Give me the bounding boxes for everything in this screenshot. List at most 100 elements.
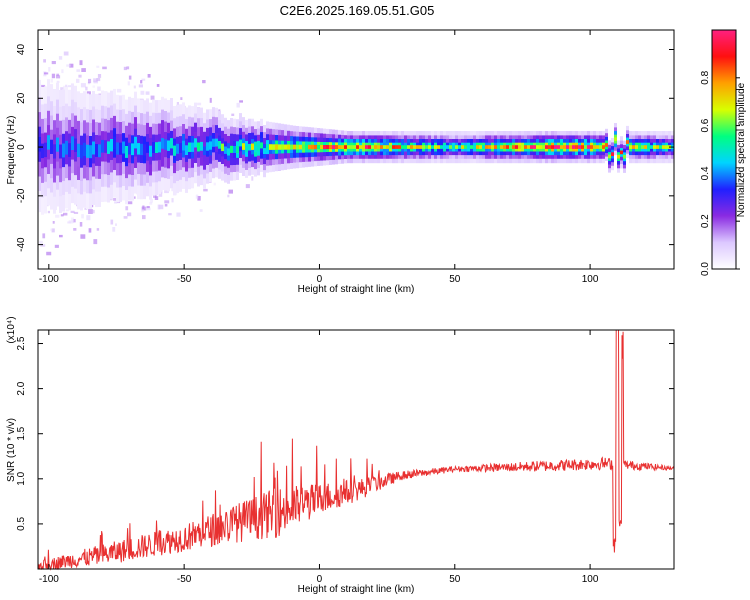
spectrogram-ridge-cell <box>62 143 65 158</box>
snr-x-tick-label: 0 <box>317 574 323 585</box>
spectrogram-ridge-cell <box>620 150 623 155</box>
spectrogram-cell <box>213 182 216 186</box>
spectrogram-ridge-cell <box>536 145 539 149</box>
spectrogram-ridge-cell <box>41 143 44 159</box>
spectrogram-cell <box>50 78 53 83</box>
spectrogram-cell <box>39 240 43 245</box>
spectrogram-ridge-cell <box>128 142 131 155</box>
spectrogram-ridge-cell <box>95 144 98 157</box>
spectrogram-cell <box>141 209 145 213</box>
spectrogram-ridge-cell <box>224 146 227 154</box>
spectrogram-ridge-cell <box>515 145 518 149</box>
spectrogram-cell <box>227 194 230 198</box>
spectrogram-ridge-cell <box>263 148 266 154</box>
spectrogram-ridge-cell <box>464 145 467 149</box>
spectrogram-ridge-cell <box>542 145 545 149</box>
spectrogram-cell <box>168 213 172 216</box>
spectrogram-cell <box>60 87 64 91</box>
spectrogram-ridge-cell <box>569 145 572 149</box>
spectrogram-ridge-cell <box>467 145 470 149</box>
spectrogram-ridge-cell <box>110 139 113 152</box>
spectrogram-cell <box>203 188 208 192</box>
spectrogram-cell <box>40 244 46 247</box>
spectrogram-ridge-cell <box>641 145 644 149</box>
spectrogram-ridge-cell <box>416 145 419 149</box>
spectrogram-ridge-cell <box>170 138 173 149</box>
spectrogram-ridge-cell <box>506 145 509 149</box>
spectrogram-cell <box>71 217 74 223</box>
spectrogram-ridge-cell <box>194 138 197 148</box>
spectrogram-ridge-cell <box>521 145 524 149</box>
spectrogram-cell <box>56 80 60 83</box>
spectrogram-ridge-cell <box>350 145 353 149</box>
spectrogram-ridge-cell <box>563 145 566 149</box>
spectrogram-ridge-cell <box>647 145 650 149</box>
spectrogram-cell <box>126 66 130 70</box>
spectrogram-cell <box>72 219 76 223</box>
spectrogram-cell <box>158 204 164 210</box>
snr-x-label: Height of straight line (km) <box>298 584 415 595</box>
spectrogram-ridge-cell <box>269 144 272 150</box>
spectrogram-ridge-cell <box>125 146 128 158</box>
spectrogram-cell <box>115 223 117 226</box>
spectrogram-ridge-cell <box>104 140 107 153</box>
spectrogram-cell <box>156 84 160 87</box>
spectrogram-ridge-cell <box>455 145 458 149</box>
spectrogram-ridge-cell <box>218 141 221 149</box>
spectrogram-x-tick-label: -100 <box>39 274 59 285</box>
spectrogram-cell <box>58 56 63 60</box>
spectrogram-cell <box>149 202 153 205</box>
spectrogram-y-ticks: -40 -20 0 20 40 <box>16 44 674 252</box>
spectrogram-cell <box>145 91 150 95</box>
spectrogram-cell <box>236 102 240 108</box>
spectrogram-cell <box>197 102 202 106</box>
snr-y-tick-label: 1.5 <box>16 426 27 440</box>
spectrogram-ridge-cell <box>557 145 560 149</box>
spectrogram-cell <box>40 84 45 88</box>
spectrogram-ridge-cell <box>527 145 530 149</box>
spectrogram-ridge-cell <box>494 145 497 149</box>
spectrogram-cell <box>245 184 250 189</box>
spectrogram-ridge-cell <box>482 145 485 149</box>
snr-series-line <box>37 329 675 571</box>
spectrogram-cell <box>48 67 51 72</box>
spectrogram-cell <box>63 212 68 216</box>
spectrogram-ridge-cell <box>638 145 641 149</box>
snr-y-ticks: 0.5 1.0 1.5 2.0 2.5 <box>16 336 674 531</box>
spectrogram-ridge-cell <box>281 144 284 150</box>
spectrogram-x-tick-label: 100 <box>582 274 599 285</box>
spectrogram-ridge-cell <box>254 145 257 153</box>
spectrogram-cell <box>86 215 91 221</box>
spectrogram-ridge-cell <box>545 145 548 149</box>
spectrogram-ridge-cell <box>173 145 176 156</box>
spectrogram-cell <box>56 75 61 79</box>
snr-y-multiplier: (x10⁴) <box>6 316 17 343</box>
spectrogram-ridge-cell <box>191 142 194 152</box>
spectrogram-ridge-cell <box>665 145 668 149</box>
snr-y-label: SNR (10 * v/v) <box>6 418 17 482</box>
spectrogram-cell <box>92 85 95 88</box>
spectrogram-ridge-cell <box>212 138 215 147</box>
spectrogram-cell <box>63 51 69 56</box>
spectrogram-ridge-cell <box>560 145 563 149</box>
spectrogram-cell <box>97 74 102 78</box>
spectrogram-cell <box>93 239 98 245</box>
spectrogram-ridge-cell <box>50 139 53 154</box>
spectrogram-ridge-cell <box>227 148 230 156</box>
spectrogram-panel: -40 -20 0 20 40 -100 -50 0 50 100 Height of stra… <box>6 29 675 295</box>
spectrogram-ridge-cell <box>143 144 146 156</box>
spectrogram-x-ticks: -100 -50 0 50 100 <box>39 30 599 285</box>
spectrogram-ridge-cell <box>554 145 557 149</box>
spectrogram-ridge-cell <box>116 142 119 155</box>
spectrogram-cell <box>102 66 107 70</box>
spectrogram-ridge-cell <box>188 142 191 152</box>
spectrogram-ridge-cell <box>503 145 506 149</box>
spectrogram-ridge-cell <box>137 143 140 155</box>
spectrogram-ridge-cell <box>56 137 59 152</box>
spectrogram-ridge-cell <box>302 144 305 150</box>
spectrogram-cell <box>239 100 243 103</box>
spectrogram-ridge-cell <box>209 141 212 150</box>
spectrogram-cell <box>138 84 143 88</box>
spectrogram-cell <box>93 78 98 83</box>
spectrogram-cell <box>112 227 116 232</box>
